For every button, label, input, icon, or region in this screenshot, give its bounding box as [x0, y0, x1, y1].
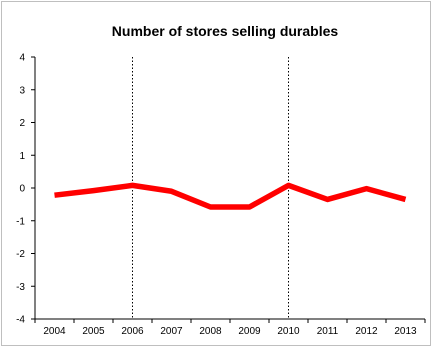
x-tick-label: 2007 [160, 326, 183, 337]
data-point [327, 199, 328, 200]
y-axis: -4 -3 -2 -1 0 1 2 3 4 [16, 53, 36, 326]
data-point [171, 191, 172, 192]
x-tick-label: 2012 [355, 326, 378, 337]
data-point [210, 206, 211, 207]
y-tick-label: 1 [19, 151, 25, 162]
x-tick-label: 2011 [317, 326, 339, 337]
x-tick-label: 2009 [238, 326, 261, 337]
x-tick-label: 2013 [394, 326, 417, 337]
x-tick-label: 2010 [277, 326, 300, 337]
y-tick-label: -2 [16, 249, 25, 260]
data-point [288, 185, 289, 186]
data-point [132, 185, 133, 186]
y-tick-label: -4 [16, 315, 25, 326]
data-point [54, 195, 55, 196]
data-point [405, 199, 406, 200]
x-tick-label: 2004 [43, 326, 66, 337]
x-tick-label: 2008 [199, 326, 222, 337]
x-axis: 2004 2005 2006 2007 2008 2009 2010 2011 2012 2013 [34, 318, 426, 337]
y-tick-label: -1 [16, 216, 25, 227]
data-point [249, 206, 250, 207]
x-tick-label: 2005 [82, 326, 105, 337]
y-tick-label: 3 [19, 85, 25, 96]
data-point [93, 190, 94, 191]
y-tick-label: 4 [19, 53, 25, 64]
data-point [366, 188, 367, 189]
chart-title: Number of stores selling durables [112, 23, 339, 39]
series-line [54, 182, 407, 210]
y-tick-label: 0 [19, 184, 25, 195]
y-tick-label: -3 [16, 282, 25, 293]
series-group [54, 182, 407, 210]
y-tick-label: 2 [19, 118, 25, 129]
x-tick-label: 2006 [121, 326, 144, 337]
